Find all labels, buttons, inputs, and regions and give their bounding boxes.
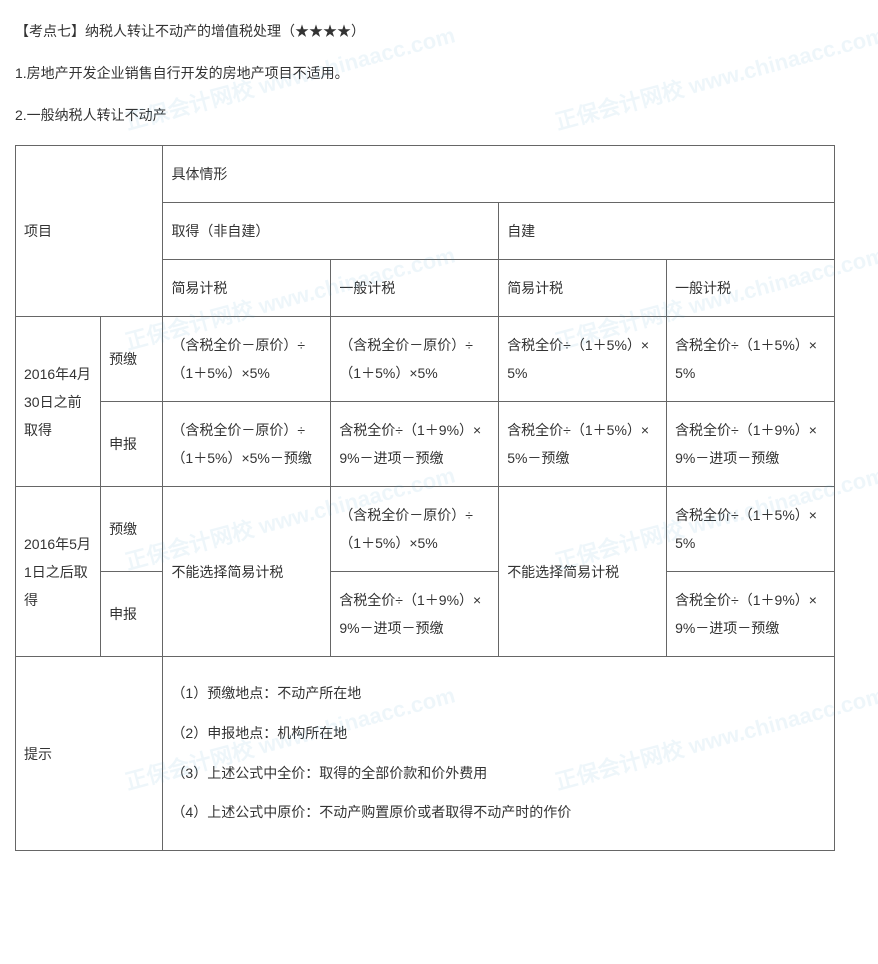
cell-r4c4: 含税全价÷（1＋9%）×9%－进项－预缴 xyxy=(667,572,835,657)
cell-r3c1: 不能选择简易计税 xyxy=(163,487,331,657)
note-1: （1）预缴地点：不动产所在地 xyxy=(171,677,826,711)
section-heading: 【考点七】纳税人转让不动产的增值税处理（★★★★） xyxy=(15,20,863,44)
cell-r2c3: 含税全价÷（1＋5%）×5%－预缴 xyxy=(499,402,667,487)
cell-notes: （1）预缴地点：不动产所在地 （2）申报地点：机构所在地 （3）上述公式中全价：… xyxy=(163,657,835,850)
cell-r2c2: 含税全价÷（1＋9%）×9%－进项－预缴 xyxy=(331,402,499,487)
row-prepay-2: 预缴 xyxy=(101,487,163,572)
header-general-tax-1: 一般计税 xyxy=(331,260,499,317)
cell-r1c3: 含税全价÷（1＋5%）×5% xyxy=(499,317,667,402)
cell-r1c2: （含税全价－原价）÷（1＋5%）×5% xyxy=(331,317,499,402)
note-2: （2）申报地点：机构所在地 xyxy=(171,717,826,751)
cell-r2c4: 含税全价÷（1＋9%）×9%－进项－预缴 xyxy=(667,402,835,487)
header-simple-tax-1: 简易计税 xyxy=(163,260,331,317)
header-self-built: 自建 xyxy=(499,203,835,260)
row-prepay-1: 预缴 xyxy=(101,317,163,402)
header-project: 项目 xyxy=(16,146,163,317)
row-tips: 提示 xyxy=(16,657,163,850)
cell-r3c2: （含税全价－原价）÷（1＋5%）×5% xyxy=(331,487,499,572)
tax-table: 项目 具体情形 取得（非自建） 自建 简易计税 一般计税 简易计税 一般计税 2… xyxy=(15,145,835,850)
row-before-date: 2016年4月30日之前取得 xyxy=(16,317,101,487)
cell-r1c4: 含税全价÷（1＋5%）×5% xyxy=(667,317,835,402)
row-after-date: 2016年5月1日之后取得 xyxy=(16,487,101,657)
header-general-tax-2: 一般计税 xyxy=(667,260,835,317)
cell-r1c1: （含税全价－原价）÷（1＋5%）×5% xyxy=(163,317,331,402)
header-scenario: 具体情形 xyxy=(163,146,835,203)
paragraph-1: 1.房地产开发企业销售自行开发的房地产项目不适用。 xyxy=(15,62,863,86)
row-declare-2: 申报 xyxy=(101,572,163,657)
cell-r4c2: 含税全价÷（1＋9%）×9%－进项－预缴 xyxy=(331,572,499,657)
header-acquired: 取得（非自建） xyxy=(163,203,499,260)
paragraph-2: 2.一般纳税人转让不动产 xyxy=(15,104,863,128)
row-declare-1: 申报 xyxy=(101,402,163,487)
cell-r3c3: 不能选择简易计税 xyxy=(499,487,667,657)
note-4: （4）上述公式中原价：不动产购置原价或者取得不动产时的作价 xyxy=(171,796,826,830)
header-simple-tax-2: 简易计税 xyxy=(499,260,667,317)
cell-r2c1: （含税全价－原价）÷（1＋5%）×5%－预缴 xyxy=(163,402,331,487)
cell-r3c4: 含税全价÷（1＋5%）×5% xyxy=(667,487,835,572)
note-3: （3）上述公式中全价：取得的全部价款和价外费用 xyxy=(171,757,826,791)
